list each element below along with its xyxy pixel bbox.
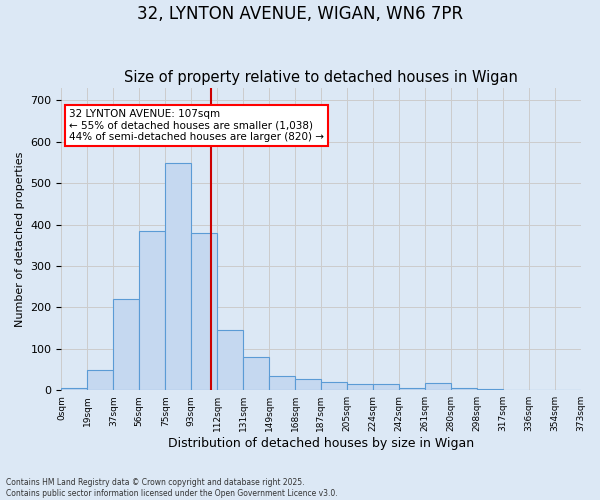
Bar xyxy=(61,388,88,390)
Bar xyxy=(373,384,399,390)
X-axis label: Distribution of detached houses by size in Wigan: Distribution of detached houses by size … xyxy=(168,437,474,450)
Bar xyxy=(425,383,451,390)
Bar xyxy=(347,384,373,390)
Bar xyxy=(399,388,425,390)
Bar xyxy=(321,382,347,390)
Bar xyxy=(217,330,243,390)
Bar xyxy=(113,299,139,390)
Bar xyxy=(191,233,217,390)
Bar xyxy=(165,162,191,390)
Title: Size of property relative to detached houses in Wigan: Size of property relative to detached ho… xyxy=(124,70,518,86)
Text: Contains HM Land Registry data © Crown copyright and database right 2025.
Contai: Contains HM Land Registry data © Crown c… xyxy=(6,478,338,498)
Bar xyxy=(139,231,165,390)
Y-axis label: Number of detached properties: Number of detached properties xyxy=(15,152,25,327)
Bar xyxy=(269,376,295,390)
Bar xyxy=(243,357,269,390)
Text: 32, LYNTON AVENUE, WIGAN, WN6 7PR: 32, LYNTON AVENUE, WIGAN, WN6 7PR xyxy=(137,5,463,23)
Bar xyxy=(451,388,476,390)
Bar xyxy=(295,378,321,390)
Text: 32 LYNTON AVENUE: 107sqm
← 55% of detached houses are smaller (1,038)
44% of sem: 32 LYNTON AVENUE: 107sqm ← 55% of detach… xyxy=(69,109,324,142)
Bar xyxy=(88,370,113,390)
